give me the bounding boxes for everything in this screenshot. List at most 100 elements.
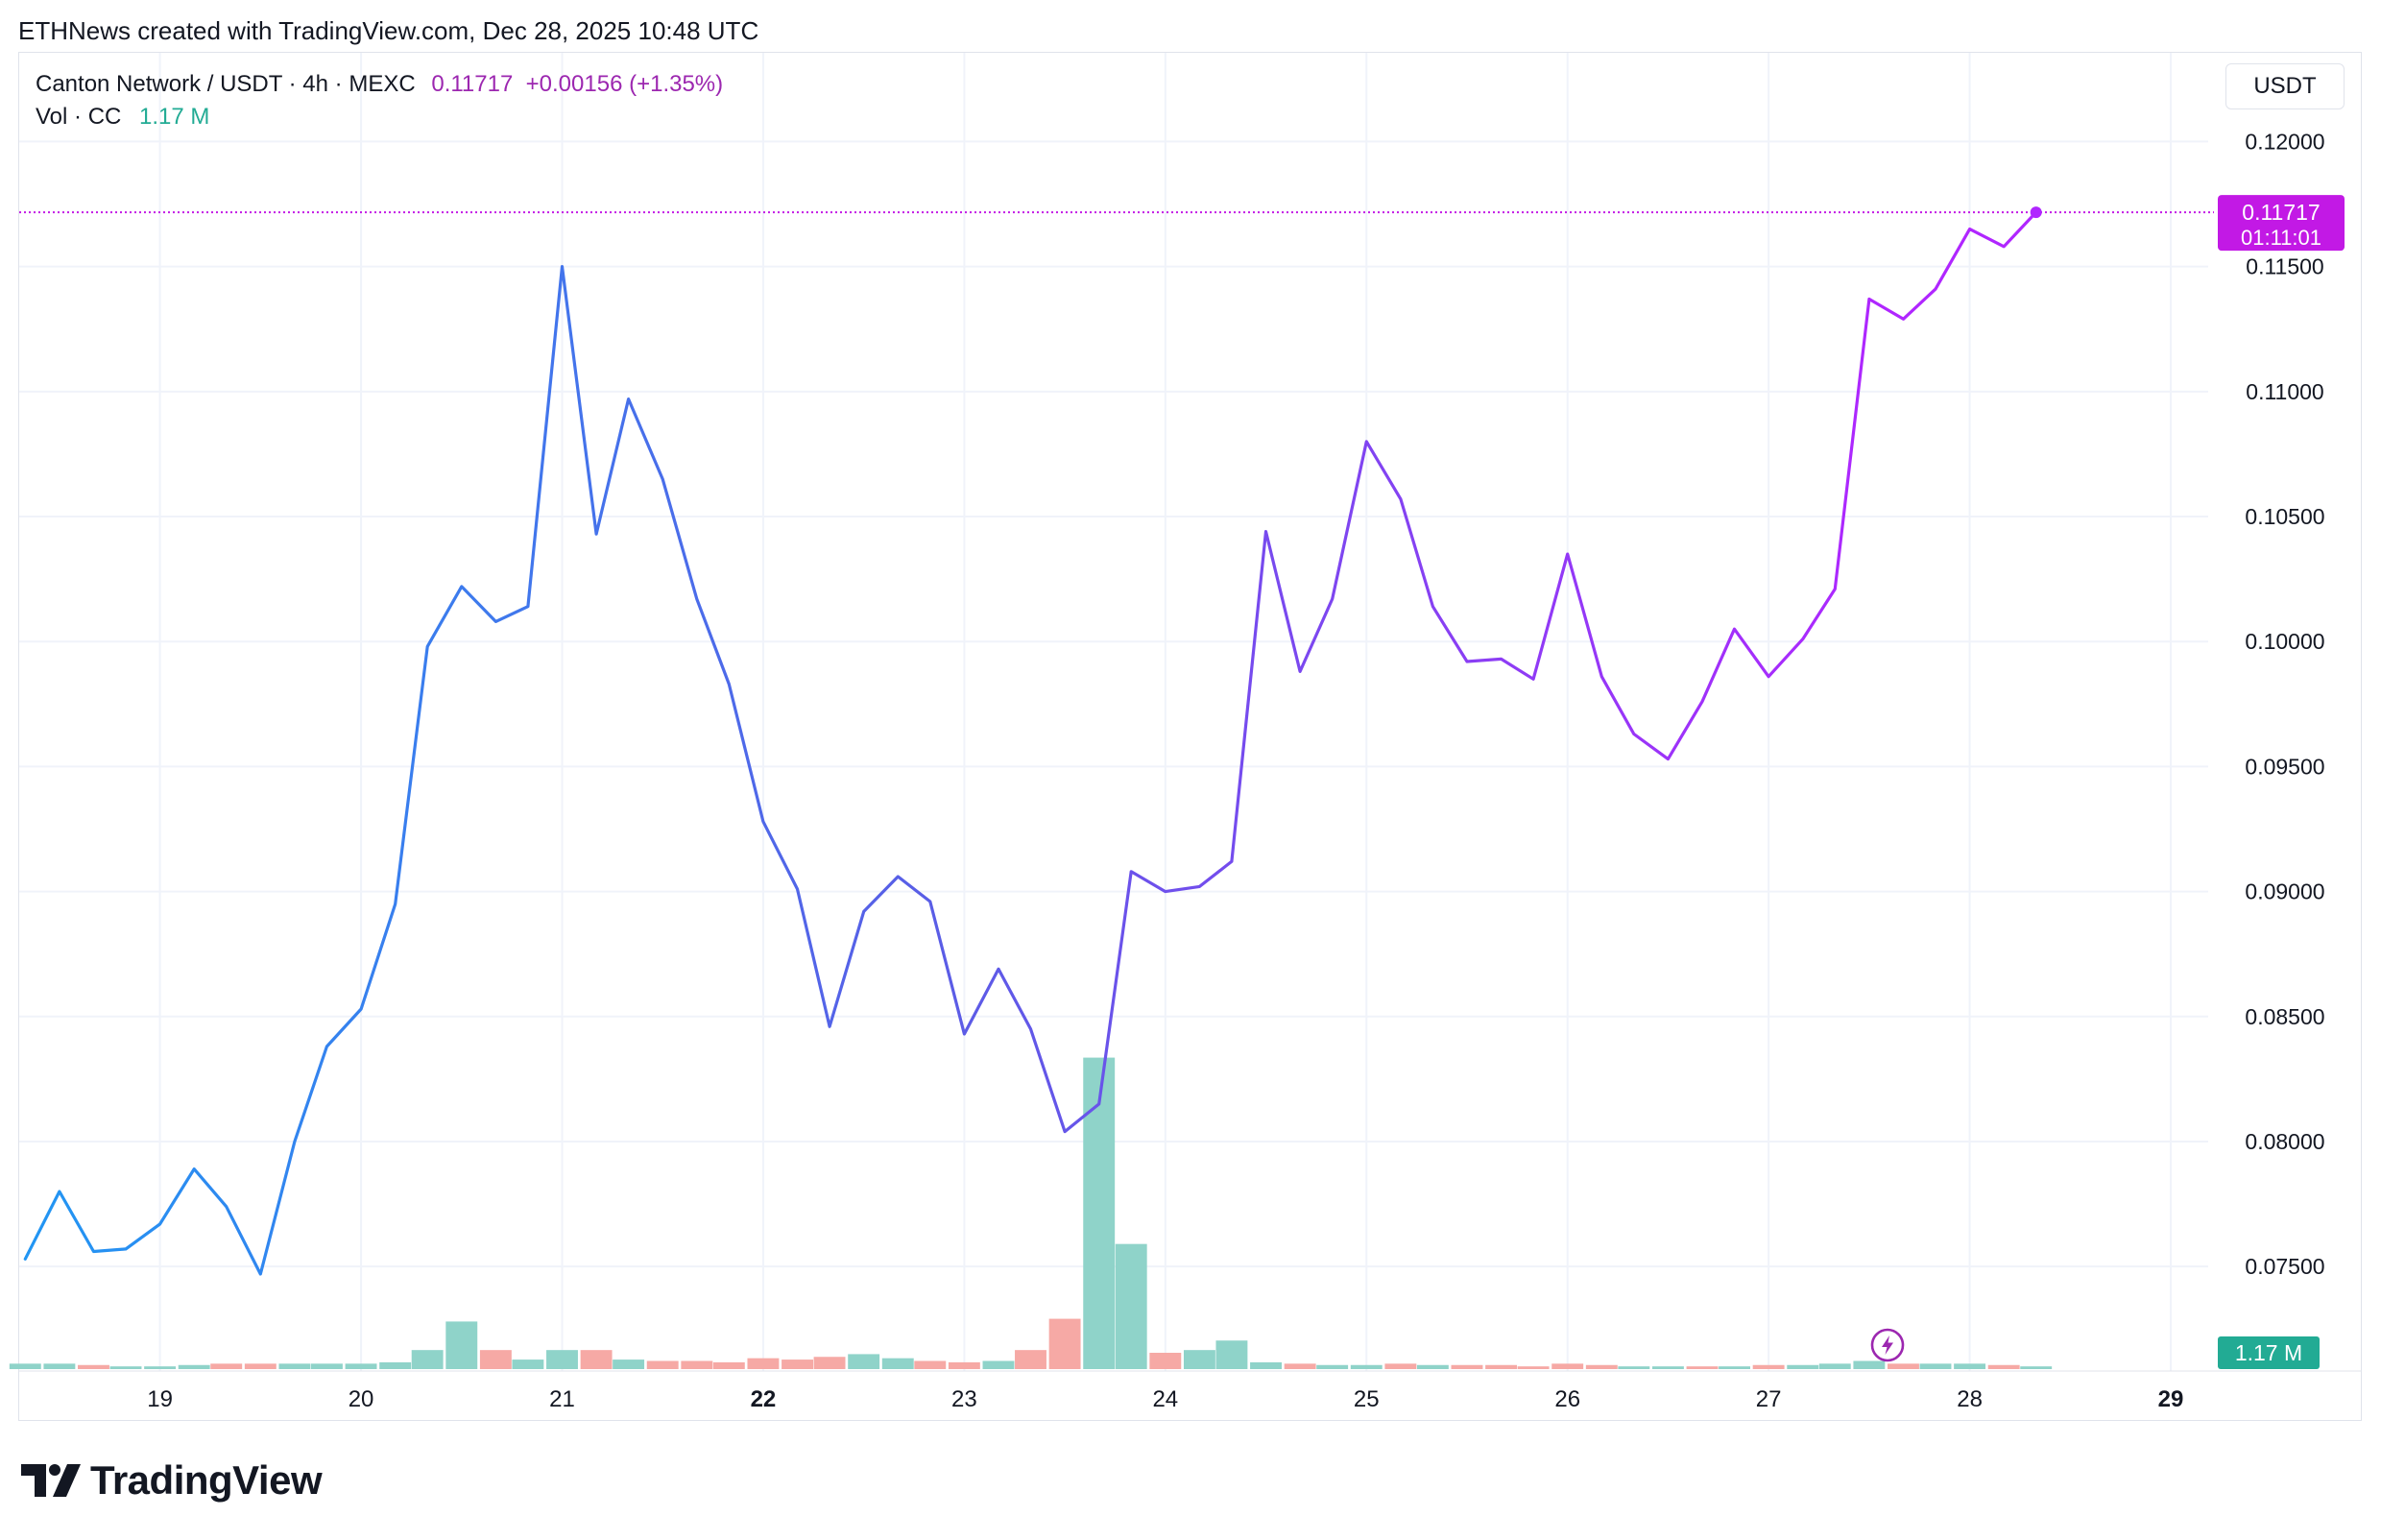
volume-bar — [1015, 1350, 1046, 1369]
symbol-title: Canton Network / USDT · 4h · MEXC — [36, 71, 416, 97]
volume-value: 1.17 M — [139, 104, 210, 130]
price-point — [90, 1248, 97, 1255]
time-tick-label: 29 — [2158, 1386, 2184, 1412]
last-price-badge-countdown: 01:11:01 — [2241, 226, 2321, 250]
volume-bar — [1485, 1364, 1518, 1369]
price-point — [995, 966, 1001, 973]
price-point — [693, 595, 700, 602]
volume-bar — [1451, 1364, 1483, 1369]
price-point — [1162, 888, 1168, 895]
tradingview-logo[interactable]: TradingView — [21, 1457, 323, 1504]
price-point — [1027, 1025, 1034, 1032]
last-price-badge — [2218, 195, 2345, 252]
volume-bar — [1818, 1363, 1851, 1369]
currency-button[interactable]: USDT — [2225, 63, 2345, 109]
volume-bar — [848, 1354, 880, 1369]
price-point — [1530, 676, 1537, 683]
volume-bar — [512, 1360, 544, 1369]
volume-bar — [982, 1360, 1015, 1369]
price-point — [458, 583, 465, 590]
volume-bar — [580, 1350, 613, 1369]
volume-bar — [1115, 1243, 1147, 1369]
volume-bars — [9, 1057, 2053, 1369]
price-axis-area — [2214, 54, 2358, 1369]
price-point — [1463, 659, 1470, 665]
volume-bar — [1048, 1318, 1081, 1369]
quote-value: 0.11717 +0.00156 (+1.35%) — [431, 71, 724, 97]
volume-bar — [1416, 1364, 1449, 1369]
price-point — [1832, 586, 1839, 592]
price-point — [392, 901, 398, 907]
price-point — [1966, 226, 1973, 232]
price-tick-label: 0.10500 — [2245, 504, 2324, 529]
volume-bar — [1987, 1364, 2020, 1369]
price-point — [1630, 731, 1637, 737]
price-point — [1363, 438, 1370, 445]
time-axis: 19 20 21 22 23 24 25 26 27 28 29 — [19, 1370, 2362, 1412]
price-point — [1329, 595, 1335, 602]
price-series — [23, 206, 2042, 1276]
volume-bar — [1384, 1363, 1417, 1369]
price-tick-label: 0.08500 — [2245, 1004, 2324, 1029]
price-point — [559, 263, 565, 270]
price-axis: 0.07500 0.08000 0.08500 0.09000 0.09500 0.100… — [2214, 54, 2358, 1369]
symbol-legend: Canton Network / USDT · 4h · MEXC 0.1171… — [36, 71, 723, 98]
price-tick-label: 0.09000 — [2245, 879, 2324, 904]
price-point — [358, 1005, 365, 1012]
volume-bar — [1250, 1361, 1282, 1369]
volume-bar — [681, 1360, 713, 1369]
volume-bar — [1183, 1350, 1215, 1369]
lightning-bolt-icon[interactable] — [1869, 1327, 1906, 1363]
chart-caption: ETHNews created with TradingView.com, De… — [18, 16, 759, 45]
price-point — [1128, 868, 1135, 875]
price-point — [1196, 883, 1203, 890]
time-tick-label: 25 — [1354, 1386, 1380, 1412]
volume-bar — [1719, 1366, 1750, 1369]
price-point — [1062, 1128, 1069, 1135]
price-tick-label: 0.11000 — [2246, 379, 2323, 404]
volume-legend: Vol · CC 1.17 M — [36, 104, 209, 131]
price-point — [1498, 656, 1504, 662]
time-tick-label: 27 — [1756, 1386, 1782, 1412]
price-point — [1865, 296, 1872, 302]
price-point — [1900, 316, 1907, 323]
brand-name: TradingView — [90, 1457, 323, 1503]
volume-bar — [1517, 1366, 1550, 1369]
price-point — [1731, 626, 1738, 633]
time-tick-label: 26 — [1554, 1386, 1580, 1412]
volume-bar — [345, 1363, 377, 1369]
volume-bar — [948, 1361, 980, 1369]
volume-bar — [1752, 1364, 1785, 1369]
price-tick-label: 0.10000 — [2245, 629, 2324, 654]
price-point — [926, 899, 933, 905]
volume-bar — [1888, 1363, 1919, 1369]
price-tick-label: 0.08000 — [2245, 1129, 2324, 1154]
price-point — [2001, 243, 2008, 250]
volume-bar — [109, 1366, 142, 1369]
volume-bar — [1651, 1366, 1684, 1369]
price-point — [1228, 858, 1235, 865]
volume-bar — [379, 1361, 412, 1369]
price-point — [493, 618, 499, 625]
price-point — [726, 681, 733, 687]
volume-bar — [9, 1363, 41, 1369]
price-point — [1430, 603, 1436, 610]
volume-bar — [782, 1360, 813, 1369]
price-tick-label: 0.12000 — [2245, 129, 2324, 154]
volume-bar — [278, 1363, 311, 1369]
price-point — [1397, 495, 1404, 502]
price-point — [123, 1245, 130, 1252]
volume-bar — [310, 1363, 343, 1369]
last-price-dot — [2030, 206, 2042, 219]
volume-bar — [712, 1361, 745, 1369]
volume-bar — [613, 1360, 645, 1369]
volume-bar — [1149, 1353, 1182, 1369]
time-tick-label: 28 — [1957, 1386, 1983, 1412]
price-point — [191, 1166, 198, 1172]
price-point — [424, 643, 431, 650]
price-point — [1263, 528, 1269, 535]
volume-bar — [646, 1360, 679, 1369]
price-point — [1766, 673, 1772, 680]
